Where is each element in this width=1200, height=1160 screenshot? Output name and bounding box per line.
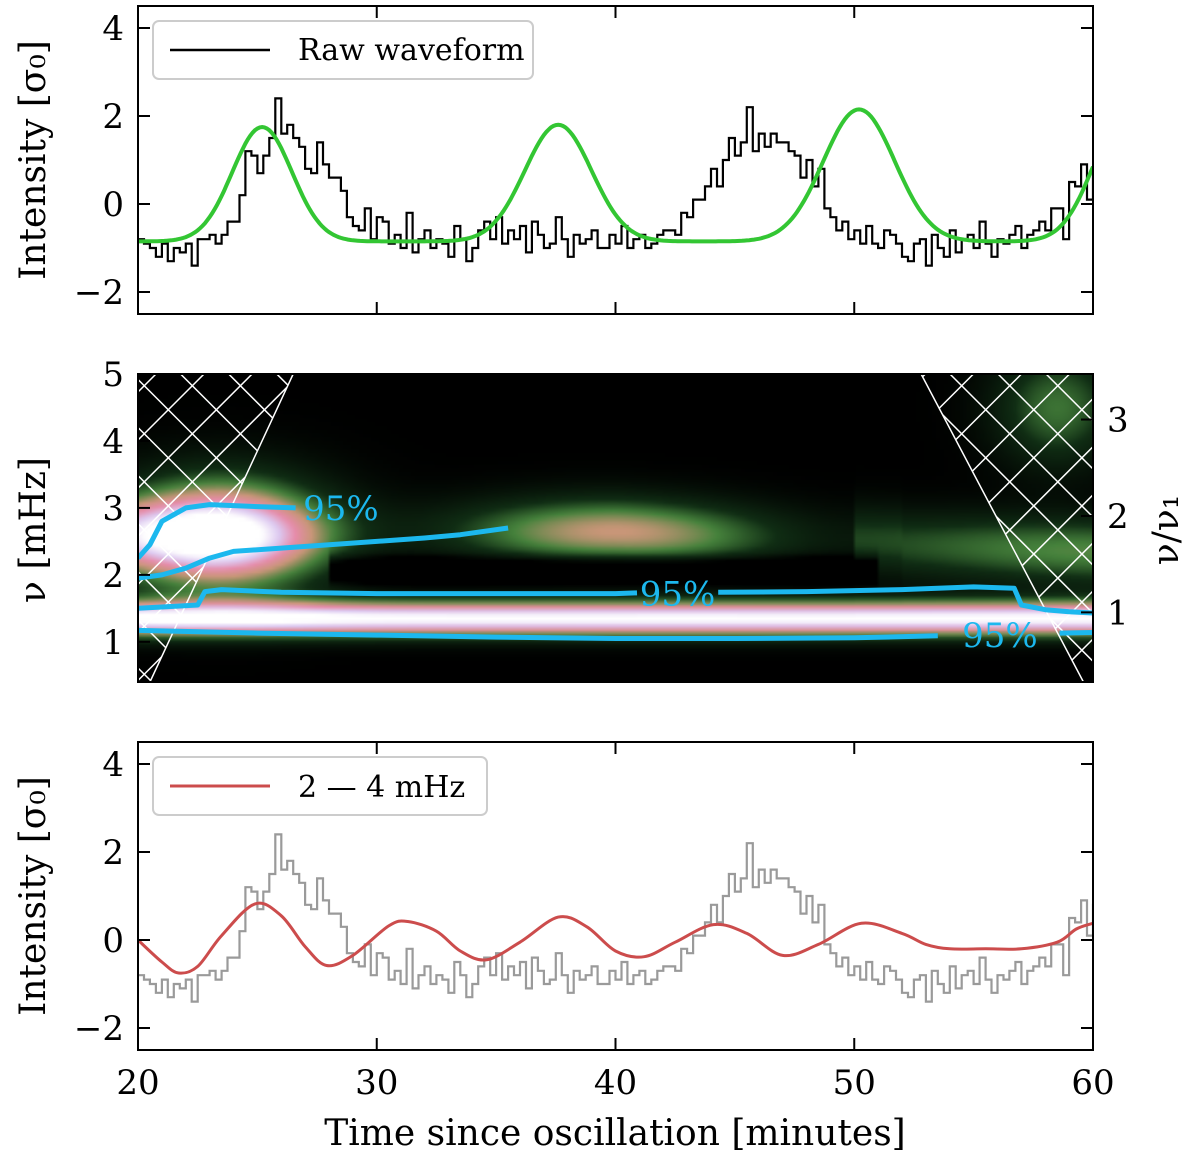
contour-label-95: 95% <box>962 616 1038 656</box>
mid-y-tick-label: 1 <box>102 623 124 663</box>
bottom-y-tick-label: 4 <box>102 745 124 785</box>
contour-95-fundamental-bottom <box>138 627 938 641</box>
bottom-x-tick-label: 50 <box>833 1063 876 1103</box>
mid-right-tick-label: 2 <box>1107 497 1129 537</box>
contour-label-95: 95% <box>303 489 379 529</box>
contour-95-fundamental-bottom-right <box>1059 630 1093 636</box>
x-axis-label: Time since oscillation [minutes] <box>324 1113 905 1154</box>
contour-95-upper-band <box>138 502 296 560</box>
contour-95-fundamental-top <box>138 587 638 611</box>
bottom-x-tick-label: 40 <box>594 1063 637 1103</box>
mid-y-tick-label: 5 <box>102 355 124 395</box>
mid-ylabel-right: ν/ν₁ <box>1146 495 1187 565</box>
raw-waveform-line <box>138 97 1093 267</box>
legend-label-filtered: 2 — 4 mHz <box>298 770 465 805</box>
bottom-y-tick-label: −2 <box>74 1009 124 1049</box>
top-y-tick-label: 2 <box>102 97 124 137</box>
wavelet-spectrum-panel: 95% 95% 95% 1 2 3 4 5 1 2 3 ν [mHz] ν/ν₁ <box>13 355 1187 683</box>
bottom-y-tick-label: 2 <box>102 833 124 873</box>
bottom-x-tick-label: 20 <box>116 1063 159 1103</box>
top-y-tick-label: −2 <box>74 273 124 313</box>
mid-y-tick-label: 3 <box>102 489 124 529</box>
bottom-y-tick-label: 0 <box>102 921 124 961</box>
top-legend: Raw waveform <box>152 20 534 80</box>
bottom-x-tick-label: 60 <box>1071 1063 1114 1103</box>
legend-label-raw: Raw waveform <box>298 33 525 68</box>
raw-waveform-panel: −2 0 2 4 Raw waveform Intensity [σ₀] <box>13 5 1094 315</box>
bottom-x-tick-label: 30 <box>355 1063 398 1103</box>
mid-y-tick-label: 4 <box>102 422 124 462</box>
top-ylabel: Intensity [σ₀] <box>13 40 54 280</box>
contour-95-upper-band-lower <box>138 525 509 581</box>
filtered-2-4mhz-line <box>138 901 1093 975</box>
mid-right-tick-label: 1 <box>1107 593 1129 633</box>
top-y-tick-label: 0 <box>102 185 124 225</box>
mid-ylabel: ν [mHz] <box>13 457 54 603</box>
top-y-tick-label: 4 <box>102 9 124 49</box>
bottom-ylabel: Intensity [σ₀] <box>13 776 54 1016</box>
filtered-waveform-panel: −2 0 2 4 20 30 40 50 60 2 — 4 mHz Intensity [σ₀… <box>13 741 1115 1103</box>
contour-label-95: 95% <box>640 575 716 615</box>
mid-y-tick-label: 2 <box>102 556 124 596</box>
fit-curve <box>138 107 1093 244</box>
contour-95-fundamental-top-right <box>718 584 1093 616</box>
bottom-legend: 2 — 4 mHz <box>152 756 488 816</box>
cone-of-influence-right <box>920 374 1093 682</box>
raw-waveform-faded-line <box>138 833 1093 1003</box>
mid-right-tick-label: 3 <box>1107 401 1129 441</box>
wavelet-power-heatmap <box>138 374 1093 682</box>
